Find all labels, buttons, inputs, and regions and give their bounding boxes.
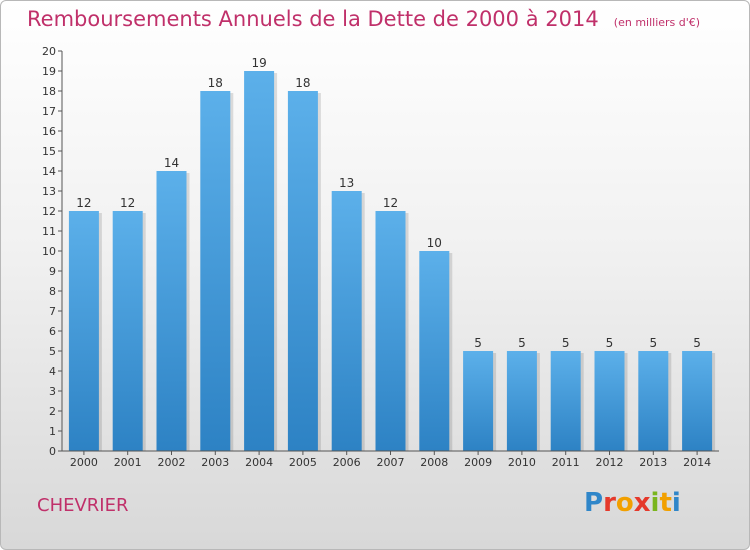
x-tick-label: 2004 bbox=[245, 456, 273, 469]
data-label: 5 bbox=[649, 336, 657, 350]
bar bbox=[200, 91, 231, 451]
x-tick-label: 2012 bbox=[596, 456, 624, 469]
y-tick-label: 15 bbox=[42, 145, 56, 158]
chart-subtitle: (en milliers d'€) bbox=[613, 16, 701, 29]
x-tick-label: 2001 bbox=[114, 456, 142, 469]
data-label: 5 bbox=[606, 336, 614, 350]
y-tick-label: 10 bbox=[42, 245, 56, 258]
data-label: 5 bbox=[562, 336, 570, 350]
y-tick-label: 12 bbox=[42, 205, 56, 218]
y-tick-label: 9 bbox=[49, 265, 56, 278]
bar bbox=[419, 251, 450, 451]
bar bbox=[331, 191, 362, 451]
data-label: 13 bbox=[339, 176, 354, 190]
data-label: 12 bbox=[120, 196, 135, 210]
y-tick-label: 11 bbox=[42, 225, 56, 238]
bar bbox=[594, 351, 625, 451]
x-tick-label: 2011 bbox=[552, 456, 580, 469]
y-tick-label: 16 bbox=[42, 125, 56, 138]
commune-name: CHEVRIER bbox=[37, 495, 129, 516]
x-tick-label: 2006 bbox=[333, 456, 361, 469]
x-tick-label: 2007 bbox=[377, 456, 405, 469]
x-tick-label: 2002 bbox=[158, 456, 186, 469]
bar bbox=[156, 171, 187, 451]
x-tick-label: 2000 bbox=[70, 456, 98, 469]
title-row: Remboursements Annuels de la Dette de 20… bbox=[27, 7, 700, 31]
data-label: 5 bbox=[693, 336, 701, 350]
data-label: 12 bbox=[76, 196, 91, 210]
x-tick-label: 2014 bbox=[683, 456, 711, 469]
data-label: 14 bbox=[164, 156, 179, 170]
data-label: 18 bbox=[208, 76, 223, 90]
y-tick-label: 14 bbox=[42, 165, 56, 178]
y-tick-label: 6 bbox=[49, 325, 56, 338]
x-tick-label: 2009 bbox=[464, 456, 492, 469]
y-tick-label: 19 bbox=[42, 65, 56, 78]
data-label: 5 bbox=[474, 336, 482, 350]
y-tick-label: 18 bbox=[42, 85, 56, 98]
bar bbox=[287, 91, 318, 451]
data-label: 12 bbox=[383, 196, 398, 210]
chart-title: Remboursements Annuels de la Dette de 20… bbox=[27, 7, 599, 31]
data-label: 5 bbox=[518, 336, 526, 350]
proxiti-logo: Proxiti bbox=[584, 488, 681, 518]
y-tick-label: 7 bbox=[49, 305, 56, 318]
data-label: 18 bbox=[295, 76, 310, 90]
bar bbox=[375, 211, 406, 451]
x-tick-label: 2013 bbox=[639, 456, 667, 469]
y-tick-label: 17 bbox=[42, 105, 56, 118]
x-tick-label: 2008 bbox=[420, 456, 448, 469]
bar bbox=[550, 351, 581, 451]
bars-group: 12 12 14 18 19 18 13 12 10 5 5 5 5 5 5 bbox=[68, 56, 716, 451]
y-tick-label: 2 bbox=[49, 405, 56, 418]
y-tick-label: 20 bbox=[42, 45, 56, 58]
bar bbox=[638, 351, 669, 451]
data-label: 10 bbox=[427, 236, 442, 250]
y-tick-label: 0 bbox=[49, 445, 56, 458]
bar bbox=[506, 351, 537, 451]
x-tick-label: 2003 bbox=[201, 456, 229, 469]
bar bbox=[244, 71, 275, 451]
y-tick-label: 8 bbox=[49, 285, 56, 298]
y-tick-label: 4 bbox=[49, 365, 56, 378]
y-tick-label: 3 bbox=[49, 385, 56, 398]
y-tick-label: 13 bbox=[42, 185, 56, 198]
data-label: 19 bbox=[251, 56, 266, 70]
bar bbox=[463, 351, 494, 451]
x-tick-label: 2005 bbox=[289, 456, 317, 469]
y-tick-label: 5 bbox=[49, 345, 56, 358]
x-tick-label: 2010 bbox=[508, 456, 536, 469]
bar bbox=[682, 351, 713, 451]
bar bbox=[112, 211, 143, 451]
bar bbox=[68, 211, 99, 451]
y-tick-label: 1 bbox=[49, 425, 56, 438]
